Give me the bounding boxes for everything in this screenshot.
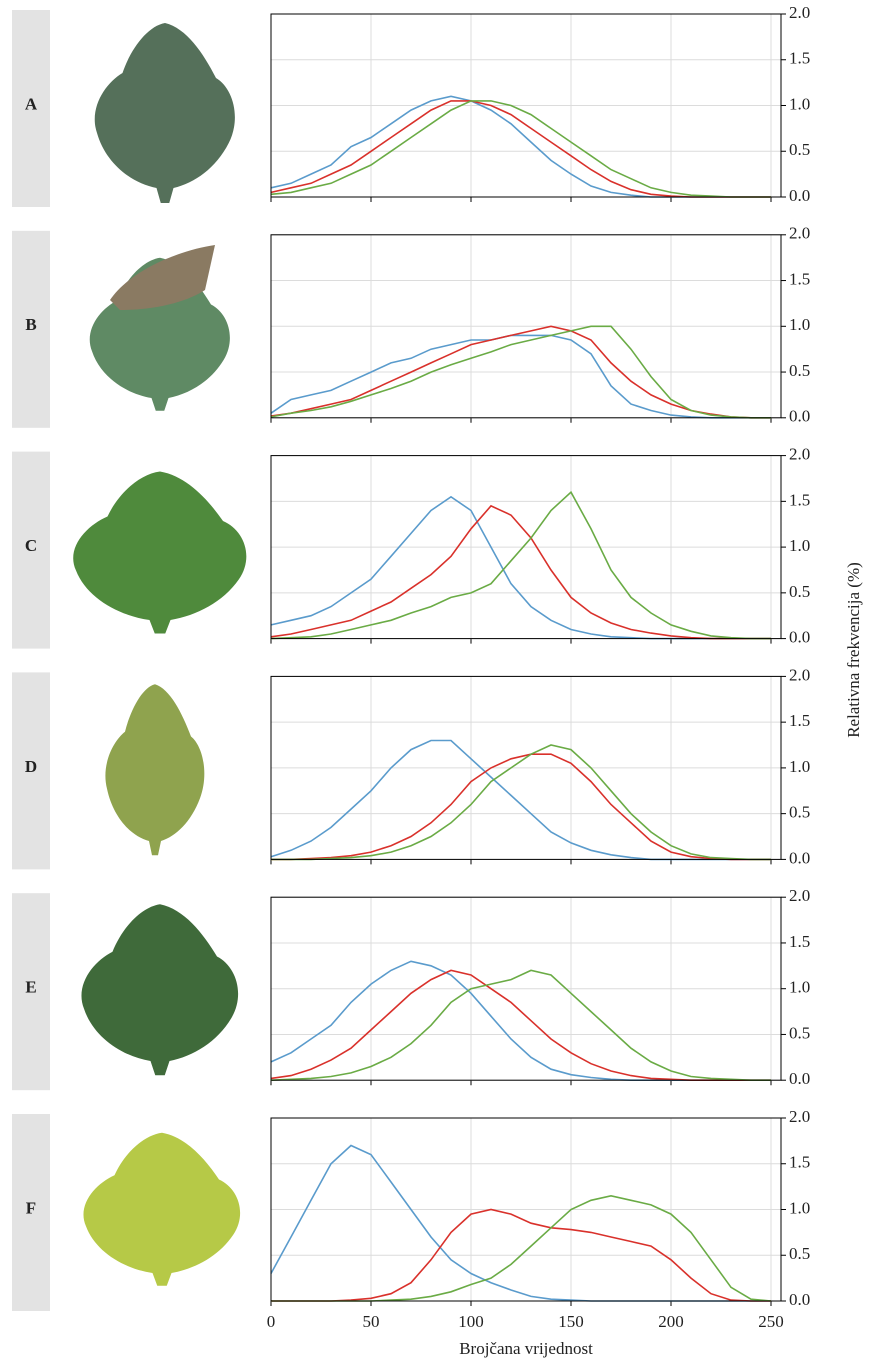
series-line: [271, 744, 771, 861]
y-tick-label: 0.5: [789, 1244, 810, 1263]
y-tick-label: 2.0: [789, 665, 810, 684]
series-line: [270, 969, 771, 1081]
y-tick-label: 2.0: [789, 224, 810, 243]
series-line: [270, 95, 771, 198]
x-tick-label: 100: [458, 1312, 484, 1331]
row-tab: [12, 230, 50, 428]
row-tab: [12, 672, 50, 870]
y-tick-label: 0.0: [789, 407, 810, 426]
series-line: [270, 960, 771, 1081]
plot-frame: [270, 1117, 782, 1302]
y-tick-label: 1.5: [789, 49, 810, 68]
plot-frame: [270, 234, 782, 419]
series-line: [271, 753, 771, 861]
y-tick-label: 1.0: [789, 757, 810, 776]
y-tick-label: 0.5: [789, 140, 810, 159]
y-tick-label: 0.0: [789, 1290, 810, 1309]
y-tick-label: 2.0: [789, 886, 810, 905]
leaf-image: [105, 684, 205, 856]
y-tick-label: 0.5: [789, 361, 810, 380]
y-tick-label: 2.0: [789, 1107, 810, 1126]
y-axis-label: Relativna frekvencija (%): [844, 562, 863, 738]
y-tick-label: 1.0: [789, 1198, 810, 1217]
series-line: [270, 490, 771, 640]
y-tick-label: 0.5: [789, 803, 810, 822]
series-line: [270, 504, 771, 640]
leaf-image: [73, 471, 247, 634]
series-line: [270, 739, 771, 861]
y-tick-label: 0.0: [789, 1069, 810, 1088]
y-tick-label: 1.0: [789, 536, 810, 555]
series-line: [270, 969, 771, 1081]
series-line: [271, 1208, 771, 1302]
series-line: [270, 325, 771, 419]
y-tick-label: 1.5: [789, 932, 810, 951]
y-tick-label: 1.0: [789, 315, 810, 334]
y-tick-label: 1.5: [789, 711, 810, 730]
leaf-image: [83, 1132, 241, 1286]
row-tab: [12, 10, 50, 207]
y-tick-label: 2.0: [789, 445, 810, 464]
y-tick-label: 0.5: [789, 582, 810, 601]
row-label: D: [25, 757, 37, 776]
x-tick-label: 250: [758, 1312, 784, 1331]
x-tick-label: 200: [658, 1312, 684, 1331]
y-tick-label: 0.5: [789, 1023, 810, 1042]
series-line: [270, 334, 771, 419]
plots: A 0.0 0.5 1.0 1.5 2.0 B 0.0 0.5 1.0 1.5 2.0 C 0.0 0.5 1…: [12, 3, 810, 1331]
x-tick-label: 0: [267, 1312, 276, 1331]
y-tick-label: 1.0: [789, 94, 810, 113]
row-label: A: [25, 94, 38, 113]
leaf-image: [81, 904, 239, 1076]
row-label: C: [25, 536, 37, 555]
y-tick-label: 0.0: [789, 848, 810, 867]
plot-frame: [270, 13, 782, 198]
series-line: [271, 1194, 772, 1302]
y-tick-label: 2.0: [789, 3, 810, 22]
y-tick-label: 0.0: [789, 628, 810, 647]
row-label: E: [25, 978, 36, 997]
leaf-images: [73, 23, 247, 1286]
row-label: F: [26, 1198, 36, 1217]
x-tick-label: 50: [363, 1312, 380, 1331]
row-tab: [12, 451, 50, 649]
y-tick-label: 1.5: [789, 1153, 810, 1172]
leaf-image: [94, 23, 235, 203]
row-tab: [12, 1114, 50, 1311]
row-tab: [12, 893, 50, 1091]
series-line: [270, 100, 771, 198]
y-tick-label: 0.0: [789, 186, 810, 205]
x-axis-label: Brojčana vrijednost: [459, 1339, 593, 1358]
series-line: [270, 495, 771, 640]
plot-frame: [270, 896, 782, 1081]
y-tick-label: 1.5: [789, 490, 810, 509]
row-label: B: [25, 315, 36, 334]
y-tick-label: 1.0: [789, 978, 810, 997]
y-tick-label: 1.5: [789, 269, 810, 288]
series-line: [270, 100, 771, 198]
series-line: [270, 1144, 771, 1302]
plot-frame: [270, 675, 782, 860]
plot-frame: [270, 455, 782, 640]
x-tick-label: 150: [558, 1312, 584, 1331]
leaf-image: [110, 245, 215, 310]
